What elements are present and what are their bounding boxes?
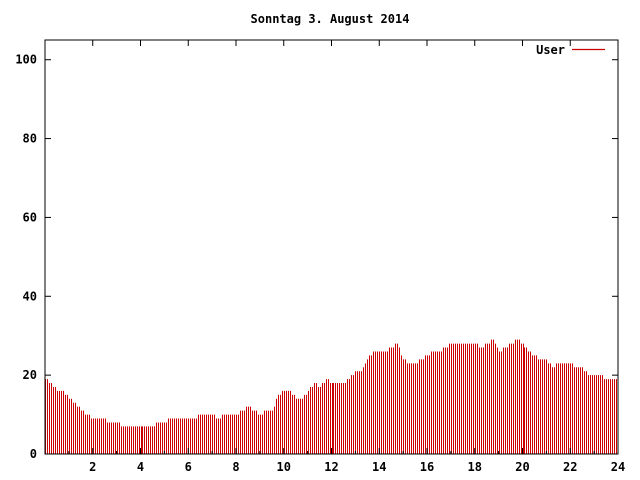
y-axis: 0 20 40 60 80 100 (15, 53, 618, 461)
x-tick-label: 4 (137, 460, 144, 474)
y-tick-label: 20 (23, 368, 37, 382)
x-tick-label: 24 (611, 460, 625, 474)
x-tick-label: 20 (515, 460, 529, 474)
x-tick-label: 6 (185, 460, 192, 474)
y-tick-label: 40 (23, 289, 37, 303)
x-tick-label: 18 (468, 460, 482, 474)
x-tick-label: 8 (232, 460, 239, 474)
y-tick-label: 0 (30, 447, 37, 461)
x-tick-label: 10 (277, 460, 291, 474)
y-tick-label: 100 (15, 53, 37, 67)
x-axis: 2 4 6 8 10 12 14 16 18 20 22 24 (68, 40, 625, 474)
bars-layer (45, 339, 617, 454)
chart-title: Sonntag 3. August 2014 (251, 12, 410, 26)
y-tick-label: 60 (23, 210, 37, 224)
legend: User (536, 43, 605, 57)
x-tick-label: 2 (89, 460, 96, 474)
y-tick-label: 80 (23, 132, 37, 146)
x-tick-label: 16 (420, 460, 434, 474)
x-tick-label: 22 (563, 460, 577, 474)
legend-label-user: User (536, 43, 565, 57)
x-tick-label: 12 (324, 460, 338, 474)
x-tick-label: 14 (372, 460, 386, 474)
